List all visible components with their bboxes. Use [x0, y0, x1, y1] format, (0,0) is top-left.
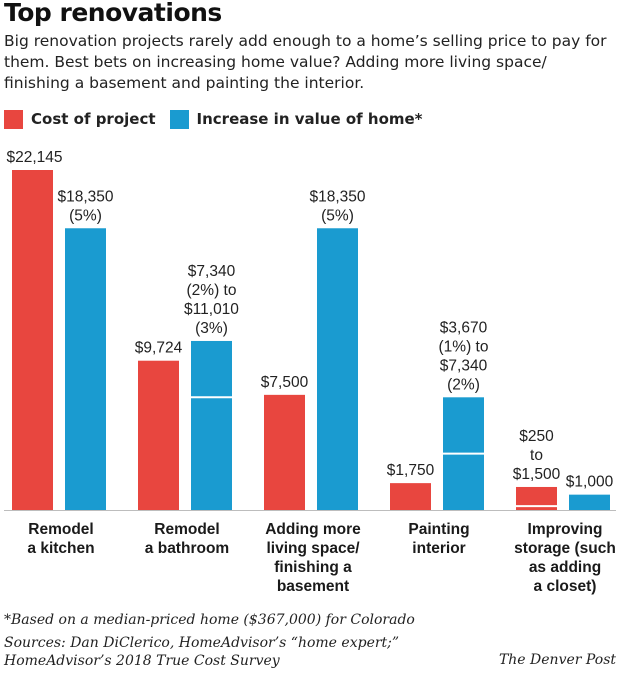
value-label-cost-2-0: $7,500 [261, 374, 309, 391]
category-label-4-0: Improving [528, 521, 603, 538]
page-subtitle: Big renovation projects rarely add enoug… [4, 32, 607, 92]
value-label-value-3-1: (1%) to [439, 338, 489, 355]
category-label-1-0: Remodel [154, 521, 219, 538]
legend-label-cost: Cost of project [31, 110, 156, 128]
bar-cost-3 [390, 483, 431, 510]
bar-value-4 [569, 494, 610, 510]
category-label-4-1: storage (such [514, 540, 616, 557]
legend-item-cost: Cost of project [4, 109, 156, 129]
legend-swatch-value [169, 109, 189, 129]
category-label-0-1: a kitchen [27, 540, 94, 557]
value-label-value-3-0: $3,670 [440, 319, 488, 336]
sources-line-2: HomeAdvisor’s 2018 True Cost Survey [4, 653, 280, 669]
bar-value-1 [191, 340, 232, 510]
category-label-4-3: a closet) [534, 578, 597, 595]
value-label-value-2-1: (5%) [321, 207, 354, 224]
value-label-cost-4-2: $1,500 [513, 466, 561, 483]
sources: Sources: Dan DiClerico, HomeAdvisor’s “h… [4, 634, 399, 670]
category-label-2-2: finishing a [274, 559, 352, 576]
value-label-cost-4-1: to [530, 447, 543, 464]
value-label-value-3-3: (2%) [447, 376, 480, 393]
value-label-value-1-2: $11,010 [184, 301, 239, 318]
category-label-2-3: basement [277, 578, 349, 595]
value-label-value-0-0: $18,350 [57, 188, 113, 205]
value-label-value-4-0: $1,000 [566, 474, 614, 491]
value-label-cost-1-0: $9,724 [135, 340, 183, 357]
bar-cost-2 [264, 394, 305, 510]
bar-cost-4 [516, 486, 557, 510]
value-label-cost-4-0: $250 [519, 428, 554, 445]
value-label-value-1-1: (2%) to [187, 282, 237, 299]
value-label-cost-3-0: $1,750 [387, 462, 435, 479]
value-label-value-0-1: (5%) [69, 207, 102, 224]
category-label-1-1: a bathroom [145, 540, 229, 557]
bar-chart: $22,145 $9,724 $7,500 $1,750 $250 to $1,500 $18… [4, 149, 616, 595]
category-label-0-0: Remodel [28, 521, 93, 538]
sources-line-1: Sources: Dan DiClerico, HomeAdvisor’s “h… [4, 635, 400, 651]
bar-cost-1 [138, 360, 179, 510]
category-label-3-0: Painting [408, 521, 469, 538]
value-label-value-2-0: $18,350 [309, 188, 365, 205]
legend-label-value: Increase in value of home* [196, 110, 423, 128]
value-label-value-1-0: $7,340 [188, 263, 236, 280]
legend-swatch-cost [4, 109, 23, 129]
legend-item-value: Increase in value of home* [169, 109, 423, 129]
category-label-3-1: interior [412, 540, 465, 557]
page-title: Top renovations [4, 0, 222, 27]
value-label-value-3-2: $7,340 [440, 357, 488, 374]
credit: The Denver Post [498, 652, 616, 668]
category-label-2-0: Adding more [265, 521, 361, 538]
bar-value-0 [65, 228, 106, 510]
value-label-cost-0-0: $22,145 [6, 149, 62, 166]
category-label-2-1: living space/ [266, 540, 360, 557]
footnote: *Based on a median-priced home ($367,000… [4, 612, 415, 628]
category-label-4-2: as adding [529, 559, 601, 576]
bar-value-2 [317, 228, 358, 510]
value-label-value-1-3: (3%) [195, 320, 228, 337]
legend: Cost of project Increase in value of hom… [4, 108, 437, 130]
bar-cost-0 [12, 170, 53, 510]
